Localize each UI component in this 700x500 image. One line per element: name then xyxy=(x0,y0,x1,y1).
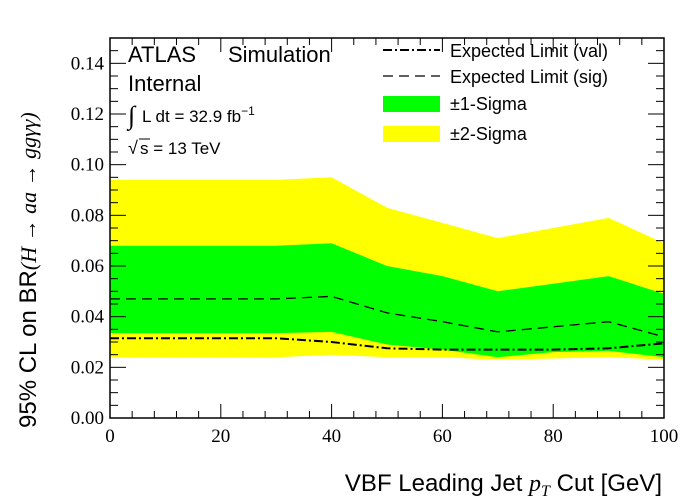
y-tick-label: 0.02 xyxy=(71,357,104,378)
legend-label-val: Expected Limit (val) xyxy=(450,41,608,61)
y-tick-label: 0.10 xyxy=(71,155,104,176)
y-tick-label: 0.04 xyxy=(71,307,105,328)
x-tick-label: 80 xyxy=(544,426,563,447)
y-tick-label: 0.08 xyxy=(71,205,104,226)
y-tick-label: 0.00 xyxy=(71,408,104,429)
sqrt-symbol: √ xyxy=(128,138,138,158)
experiment-label: ATLAS xyxy=(128,42,196,67)
lumi-label: L dt = 32.9 fb−1 xyxy=(142,104,255,126)
atlas-annotation: ATLAS Simulation Internal ∫ L dt = 32.9 … xyxy=(126,42,331,158)
integral-symbol: ∫ xyxy=(126,101,137,131)
legend-label-1sigma: ±1-Sigma xyxy=(450,94,528,114)
axis-ticks: 0 20 40 60 80 100 0.00 0.02 0.04 0.06 0.08 0.10 0.12… xyxy=(71,37,679,447)
x-tick-label: 100 xyxy=(650,426,679,447)
x-tick-label: 20 xyxy=(211,426,230,447)
energy-label: s = 13 TeV xyxy=(140,139,221,158)
legend-swatch-1sigma xyxy=(383,96,440,112)
y-tick-label: 0.12 xyxy=(71,104,104,125)
simulation-label: Simulation xyxy=(228,42,331,67)
x-axis-title: VBF Leading Jet pT Cut [GeV] xyxy=(345,470,662,500)
series-line-sig xyxy=(110,295,665,338)
legend-label-2sigma: ±2-Sigma xyxy=(450,124,528,144)
x-tick-label: 0 xyxy=(105,426,115,447)
legend-swatch-2sigma xyxy=(383,126,440,142)
y-tick-label: 0.14 xyxy=(71,53,105,74)
legend-label-sig: Expected Limit (sig) xyxy=(450,67,608,87)
x-tick-label: 60 xyxy=(433,426,452,447)
y-tick-label: 0.06 xyxy=(71,256,104,277)
x-tick-label: 40 xyxy=(322,426,341,447)
series-line-val xyxy=(110,337,665,351)
plot-layer xyxy=(110,177,665,360)
legend: Expected Limit (val) Expected Limit (sig… xyxy=(383,41,608,144)
y-axis-title: 95% CL on BR(H → aa → ggγγ) xyxy=(15,112,42,428)
status-label: Internal xyxy=(128,71,201,96)
